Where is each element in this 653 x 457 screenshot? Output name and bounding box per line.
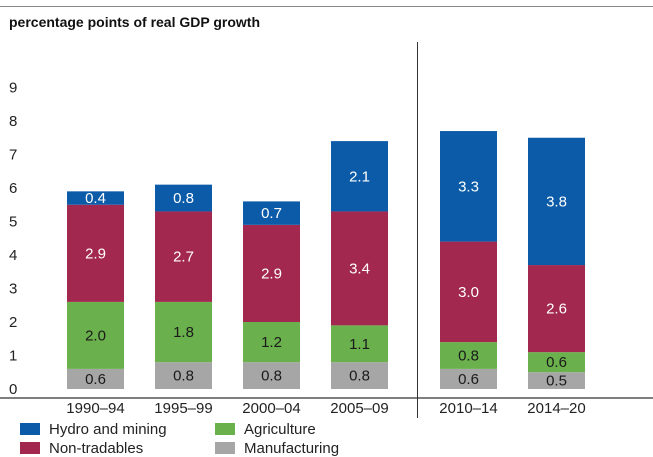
bar-segment xyxy=(440,131,497,242)
bar-segment xyxy=(440,342,497,369)
data-label: 3.0 xyxy=(458,284,479,301)
bar-segment xyxy=(67,191,124,205)
top-rule xyxy=(0,6,653,7)
data-label: 3.3 xyxy=(458,178,479,195)
data-label: 2.7 xyxy=(173,249,194,266)
legend-item: Agriculture xyxy=(215,420,316,438)
data-label: 0.6 xyxy=(546,354,567,371)
bar-segment xyxy=(440,368,497,389)
data-label: 2.1 xyxy=(349,168,370,185)
data-label: 0.8 xyxy=(173,190,194,207)
x-tick-label: 1990–94 xyxy=(66,400,124,417)
stacked-bar-chart: 0 1 2 3 4 5 6 7 8 9 0.6 2.0 2.9 0.4 0.8 1.8 2.7 0.8 0.8 1.… xyxy=(0,42,653,418)
data-label: 2.0 xyxy=(85,327,106,344)
y-tick-label: 3 xyxy=(9,281,17,298)
y-axis-ticks: 0 1 2 3 4 5 6 7 8 9 xyxy=(9,80,17,399)
bar-segment xyxy=(528,265,585,353)
x-tick-label: 2014–20 xyxy=(527,400,585,417)
data-label: 2.9 xyxy=(85,245,106,262)
legend-item: Manufacturing xyxy=(215,439,339,457)
data-label: 0.8 xyxy=(349,368,370,385)
data-label: 1.2 xyxy=(261,334,282,351)
bar-segment xyxy=(528,137,585,266)
data-label: 0.8 xyxy=(173,368,194,385)
y-tick-label: 1 xyxy=(9,348,17,365)
legend-label: Manufacturing xyxy=(244,439,340,457)
data-label: 0.5 xyxy=(546,373,567,390)
y-tick-label: 7 xyxy=(9,147,17,164)
x-tick-label: 2000–04 xyxy=(242,400,300,417)
y-tick-label: 0 xyxy=(9,381,17,398)
legend-item: Non-tradables xyxy=(20,439,143,457)
legend-label: Agriculture xyxy=(244,420,316,438)
data-label: 0.8 xyxy=(261,368,282,385)
data-label: 1.1 xyxy=(349,336,370,353)
bar-segment xyxy=(440,241,497,343)
bar-labels: 0.6 2.0 2.9 0.4 0.8 1.8 2.7 0.8 0.8 1.2 2.9 0.7 0.8 1… xyxy=(85,168,567,389)
bar-segment xyxy=(67,301,124,369)
data-label: 2.6 xyxy=(546,301,567,318)
bar-segment xyxy=(331,211,388,326)
bar-segment xyxy=(528,352,585,373)
bar-segment xyxy=(155,301,212,363)
bar-segment xyxy=(243,201,300,225)
legend-swatch xyxy=(20,442,40,454)
data-label: 3.8 xyxy=(546,193,567,210)
x-axis-labels: 1990–94 1995–99 2000–04 2005–09 2010–14 2014–… xyxy=(66,400,585,417)
data-label: 0.6 xyxy=(85,371,106,388)
legend-swatch xyxy=(20,423,40,435)
x-tick-label: 1995–99 xyxy=(154,400,212,417)
bar-segment xyxy=(155,184,212,212)
data-label: 0.4 xyxy=(85,190,106,207)
y-tick-label: 4 xyxy=(9,247,17,264)
data-label: 1.8 xyxy=(173,324,194,341)
legend-label: Hydro and mining xyxy=(49,420,167,438)
legend-swatch xyxy=(215,442,235,454)
bar-segment xyxy=(243,322,300,363)
x-tick-label: 2005–09 xyxy=(330,400,388,417)
y-tick-label: 5 xyxy=(9,214,17,231)
bar-segment xyxy=(331,141,388,212)
data-label: 2.9 xyxy=(261,265,282,282)
legend: Hydro and mining Agriculture Non-tradables… xyxy=(0,420,653,457)
y-tick-label: 6 xyxy=(9,180,17,197)
bar-segment xyxy=(155,211,212,302)
bar-segment xyxy=(331,362,388,389)
bar-segment xyxy=(67,204,124,302)
legend-swatch xyxy=(215,423,235,435)
bar-segment xyxy=(155,362,212,389)
bar-segment xyxy=(243,362,300,389)
data-label: 0.8 xyxy=(458,348,479,365)
data-label: 0.6 xyxy=(458,371,479,388)
bar-segment xyxy=(67,368,124,389)
bar-segment xyxy=(331,325,388,363)
y-tick-label: 2 xyxy=(9,314,17,331)
legend-label: Non-tradables xyxy=(49,439,144,457)
bars xyxy=(67,131,585,389)
bar-segment xyxy=(528,372,585,389)
y-tick-label: 9 xyxy=(9,80,17,97)
x-tick-label: 2010–14 xyxy=(439,400,497,417)
data-label: 0.7 xyxy=(261,205,282,222)
bar-segment xyxy=(243,224,300,322)
data-label: 3.4 xyxy=(349,260,370,277)
chart-title: percentage points of real GDP growth xyxy=(9,14,261,30)
legend-item: Hydro and mining xyxy=(20,420,167,438)
y-tick-label: 8 xyxy=(9,113,17,130)
